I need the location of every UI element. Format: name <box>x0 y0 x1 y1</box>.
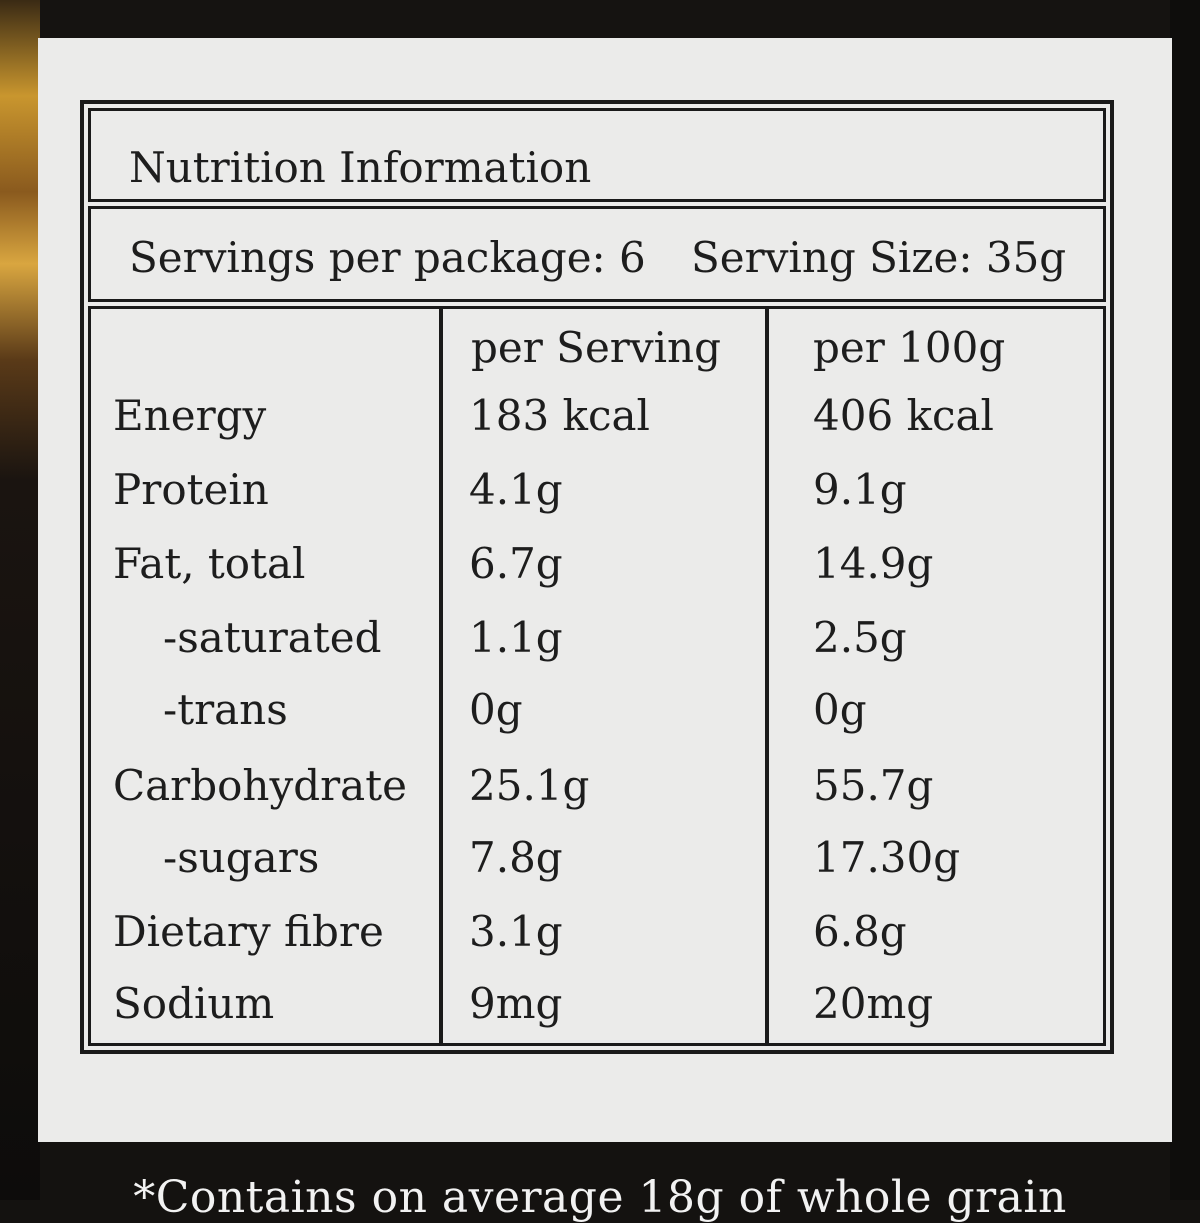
nutrient-row: Carbohydrate 25.1g 55.7g <box>91 761 1103 821</box>
per-100g-value: 9.1g <box>813 465 907 514</box>
background-top <box>0 0 1200 38</box>
nutrient-row: Energy 183 kcal 406 kcal <box>91 391 1103 451</box>
per-100g-value: 14.9g <box>813 539 934 588</box>
per-serving-value: 3.1g <box>469 907 563 956</box>
per-serving-value: 1.1g <box>469 613 563 662</box>
nutrient-row: -saturated 1.1g 2.5g <box>91 613 1103 673</box>
background-packaging-left <box>0 0 40 1200</box>
column-divider <box>765 309 769 1043</box>
nutrient-row: Protein 4.1g 9.1g <box>91 465 1103 525</box>
column-header-per-serving: per Serving <box>471 323 721 372</box>
nutrition-panel: Nutrition Information Servings per packa… <box>80 100 1114 1054</box>
nutrient-name: -sugars <box>163 833 320 882</box>
nutrient-name: -saturated <box>163 613 382 662</box>
per-serving-value: 9mg <box>469 979 563 1028</box>
servings-box: Servings per package: 6 Serving Size: 35… <box>88 206 1106 302</box>
serving-size: Serving Size: 35g <box>691 233 1067 282</box>
per-serving-value: 7.8g <box>469 833 563 882</box>
servings-per-package: Servings per package: 6 <box>129 233 646 282</box>
nutrition-table: per Serving per 100g Energy 183 kcal 406 k… <box>88 306 1106 1046</box>
nutrient-row: -trans 0g 0g <box>91 685 1103 745</box>
per-serving-value: 0g <box>469 685 523 734</box>
per-100g-value: 406 kcal <box>813 391 994 440</box>
nutrient-name: Dietary fibre <box>113 907 384 956</box>
nutrient-name: Protein <box>113 465 269 514</box>
column-header-per-100g: per 100g <box>813 323 1006 372</box>
per-serving-value: 183 kcal <box>469 391 650 440</box>
nutrient-name: Fat, total <box>113 539 306 588</box>
per-100g-value: 2.5g <box>813 613 907 662</box>
nutrient-name: Carbohydrate <box>113 761 407 810</box>
per-100g-value: 0g <box>813 685 867 734</box>
per-100g-value: 17.30g <box>813 833 961 882</box>
background-packaging-right <box>1170 0 1200 1200</box>
per-100g-value: 20mg <box>813 979 934 1028</box>
per-100g-value: 6.8g <box>813 907 907 956</box>
per-serving-value: 6.7g <box>469 539 563 588</box>
nutrient-name: -trans <box>163 685 288 734</box>
per-serving-value: 25.1g <box>469 761 590 810</box>
footer-note: *Contains on average 18g of whole grain <box>133 1172 1067 1223</box>
per-100g-value: 55.7g <box>813 761 934 810</box>
nutrient-row: -sugars 7.8g 17.30g <box>91 833 1103 893</box>
column-divider <box>439 309 443 1043</box>
panel-title: Nutrition Information <box>129 143 592 192</box>
nutrient-name: Sodium <box>113 979 275 1028</box>
nutrient-row: Sodium 9mg 20mg <box>91 979 1103 1039</box>
nutrient-name: Energy <box>113 391 267 440</box>
nutrient-row: Dietary fibre 3.1g 6.8g <box>91 907 1103 967</box>
title-box: Nutrition Information <box>88 108 1106 202</box>
per-serving-value: 4.1g <box>469 465 563 514</box>
nutrient-row: Fat, total 6.7g 14.9g <box>91 539 1103 599</box>
